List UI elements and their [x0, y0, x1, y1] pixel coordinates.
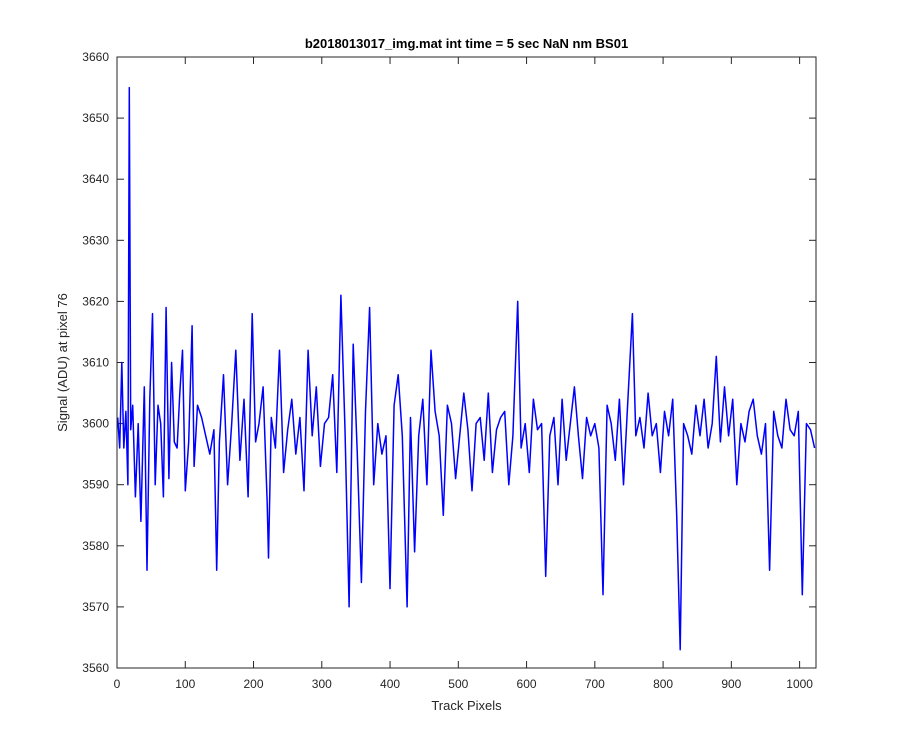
- x-axis-label: Track Pixels: [431, 698, 502, 713]
- x-tick-label: 300: [312, 677, 332, 691]
- series-line: [116, 86, 816, 651]
- y-tick-label: 3600: [82, 417, 109, 431]
- x-tick-label: 600: [517, 677, 537, 691]
- x-tick-label: 100: [175, 677, 195, 691]
- axis-ticks: 0 100 200 300 400 500 600 700 800 900 1000 3560 3570…: [82, 50, 816, 691]
- chart-title: b2018013017_img.mat int time = 5 sec NaN…: [305, 36, 628, 51]
- x-tick-label: 1000: [786, 677, 813, 691]
- x-tick-label: 500: [448, 677, 468, 691]
- x-tick-label: 900: [721, 677, 741, 691]
- y-tick-label: 3650: [82, 111, 109, 125]
- y-tick-label: 3620: [82, 294, 109, 308]
- plot-area: [117, 57, 816, 668]
- x-tick-label: 0: [114, 677, 121, 691]
- plot-frame: [116, 56, 817, 669]
- y-tick-label: 3570: [82, 600, 109, 614]
- x-tick-label: 200: [244, 677, 264, 691]
- y-tick-label: 3590: [82, 478, 109, 492]
- y-tick-label: 3580: [82, 539, 109, 553]
- x-tick-label: 400: [380, 677, 400, 691]
- y-tick-label: 3640: [82, 172, 109, 186]
- y-tick-label: 3610: [82, 356, 109, 370]
- x-tick-label: 700: [585, 677, 605, 691]
- y-axis-label: Signal (ADU) at pixel 76: [55, 293, 70, 432]
- x-tick-label: 800: [653, 677, 673, 691]
- y-tick-label: 3660: [82, 50, 109, 64]
- y-tick-label: 3630: [82, 233, 109, 247]
- y-tick-label: 3560: [82, 661, 109, 675]
